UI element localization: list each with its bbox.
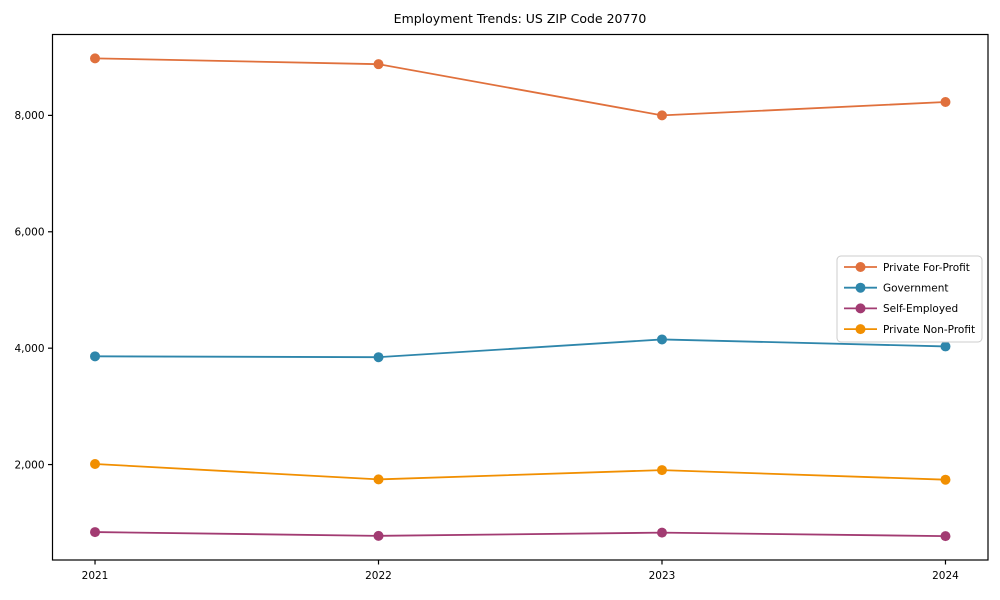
data-point-government: [373, 352, 384, 363]
legend-box: [836, 255, 983, 343]
x-tick-label: 2021: [82, 570, 109, 582]
data-point-self-employed: [373, 530, 384, 541]
data-point-private-for-profit: [940, 97, 951, 108]
data-point-self-employed: [656, 527, 667, 538]
chart-title: Employment Trends: US ZIP Code 20770: [394, 11, 647, 26]
series-line-private-for-profit: [95, 57, 946, 117]
data-point-private-for-profit: [90, 53, 101, 64]
y-tick-label: 2,000: [14, 459, 44, 471]
series-line-government: [95, 338, 946, 359]
data-point-private-non-profit: [940, 474, 951, 485]
series-line-private-non-profit: [94, 463, 946, 481]
legend-label: Self-Employed: [883, 303, 958, 315]
x-tick-label: 2023: [649, 570, 676, 582]
legend-label: Private For-Profit: [883, 262, 970, 274]
legend-sample-marker: [855, 262, 866, 272]
legend-label: Private Non-Profit: [883, 324, 975, 336]
data-point-private-non-profit: [90, 458, 101, 469]
y-tick-label: 6,000: [14, 227, 44, 239]
y-tick-label: 8,000: [14, 110, 44, 122]
data-point-private-non-profit: [373, 474, 384, 485]
data-point-government: [90, 351, 101, 362]
legend-sample-marker: [855, 324, 866, 335]
data-point-private-for-profit: [373, 59, 384, 70]
x-tick-label: 2024: [932, 570, 959, 582]
series-layer: [90, 53, 951, 542]
legend-label: Government: [883, 283, 948, 295]
legend-sample-marker: [855, 282, 866, 293]
series-line-self-employed: [95, 531, 946, 538]
legend-layer: Private For-Profit Government Self-Employe…: [836, 255, 983, 343]
data-point-private-non-profit: [656, 465, 667, 476]
data-point-government: [656, 334, 667, 345]
x-tick-label: 2022: [365, 570, 392, 582]
data-point-government: [940, 341, 951, 352]
data-point-self-employed: [90, 527, 101, 538]
legend-sample-marker: [855, 303, 866, 314]
data-point-private-for-profit: [656, 110, 667, 121]
data-point-self-employed: [940, 531, 951, 542]
y-tick-label: 4,000: [14, 343, 44, 355]
plot-frame: [51, 33, 989, 561]
axes-layer: 2,000 4,000 6,000 8,000 2021 2022 2023 2024: [14, 33, 989, 582]
